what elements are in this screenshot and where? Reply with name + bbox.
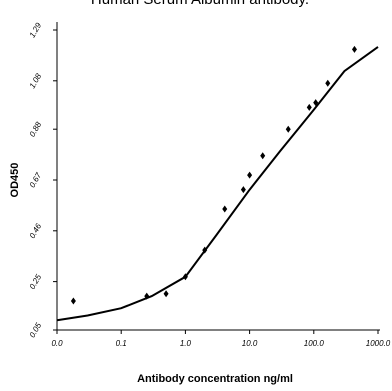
x-tick-label: 1.0 [180, 339, 192, 348]
data-point [247, 171, 253, 179]
data-point [260, 152, 266, 160]
data-point [222, 205, 228, 213]
x-tick-label: 1000.0 [366, 339, 391, 348]
y-tick-label: 0.25 [28, 272, 44, 290]
data-point [240, 186, 246, 194]
y-axis-label: OD450 [9, 163, 21, 198]
y-tick-label: 0.46 [28, 222, 44, 240]
data-point [285, 125, 291, 133]
y-tick-label: 0.05 [28, 321, 44, 339]
data-point [70, 297, 76, 305]
x-tick-label: 100.0 [304, 339, 325, 348]
y-tick-label: 0.88 [28, 120, 44, 138]
x-axis-label: Antibody concentration ng/ml [137, 373, 293, 385]
data-point [351, 45, 357, 53]
y-tick-label: 1.29 [28, 21, 44, 39]
fit-curve [56, 46, 379, 322]
data-point [163, 290, 169, 298]
y-tick-label: 1.08 [28, 72, 44, 90]
chart-title: Human Serum Albumin antibody. [91, 0, 309, 8]
x-tick-label: 0.1 [116, 339, 127, 348]
data-point [325, 79, 331, 87]
x-tick-label: 10.0 [242, 339, 258, 348]
data-point [306, 103, 312, 111]
y-tick-label: 0.67 [28, 171, 44, 189]
x-tick-label: 0.0 [51, 339, 63, 348]
